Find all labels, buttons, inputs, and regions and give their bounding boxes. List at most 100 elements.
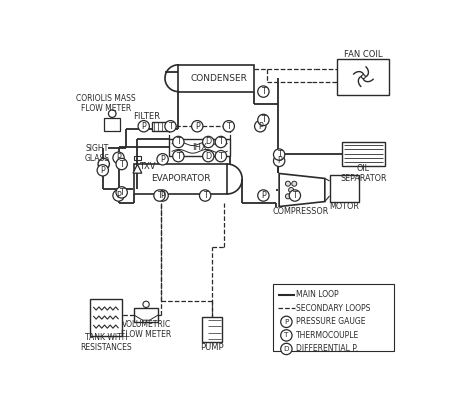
Text: CONDENSER: CONDENSER [191,74,248,83]
Circle shape [215,136,227,148]
Text: T: T [292,191,297,200]
Text: T: T [261,87,266,96]
Text: P: P [284,319,289,325]
Circle shape [116,158,128,170]
Text: P: P [258,122,263,131]
Circle shape [292,181,297,186]
Text: P: P [141,122,146,131]
Text: PUMP: PUMP [201,342,224,351]
Text: FAN COIL: FAN COIL [344,50,383,59]
Text: COMPRESSOR: COMPRESSOR [272,207,328,216]
Text: T: T [176,152,181,161]
Circle shape [202,151,214,162]
Bar [329,175,359,202]
Circle shape [143,301,149,308]
Bar [134,155,141,160]
Circle shape [97,165,109,176]
Text: P: P [160,191,165,200]
Circle shape [215,151,227,162]
Text: T: T [227,122,231,131]
Circle shape [200,190,211,201]
Circle shape [202,136,214,148]
Text: T: T [119,188,124,197]
Bar [337,58,389,95]
Circle shape [113,152,124,164]
Text: OIL
SEPARATOR: OIL SEPARATOR [340,164,387,183]
Circle shape [138,121,149,132]
Text: VOLUMETRIC
FLOW METER: VOLUMETRIC FLOW METER [121,319,171,339]
Text: EVAPORATOR: EVAPORATOR [151,175,210,184]
Circle shape [98,158,109,170]
Text: MOTOR: MOTOR [329,202,359,211]
Circle shape [191,121,203,132]
Polygon shape [279,173,325,207]
Circle shape [173,151,184,162]
Bar [273,284,394,351]
Text: T: T [261,115,266,124]
Bar [342,142,384,166]
Bar [178,65,254,92]
Bar [202,317,222,342]
Circle shape [173,136,184,148]
Text: T: T [168,122,173,131]
Circle shape [255,121,266,132]
Circle shape [285,194,291,199]
Circle shape [258,114,269,126]
Text: D: D [283,346,289,352]
Bar [104,118,120,131]
Circle shape [273,149,285,160]
Text: T: T [157,191,162,200]
Text: TXV: TXV [138,162,155,171]
Text: D: D [205,137,211,146]
Circle shape [116,187,128,198]
Bar [134,164,227,194]
Circle shape [289,190,301,201]
Text: T: T [119,160,124,169]
Text: P: P [100,166,105,175]
Text: T: T [203,191,208,200]
Circle shape [362,75,365,79]
Text: P: P [195,122,200,131]
Text: THERMOCOUPLE: THERMOCOUPLE [296,331,360,340]
Text: T: T [219,137,223,146]
Text: SIGHT
GLASS: SIGHT GLASS [85,144,110,163]
Text: MAIN LOOP: MAIN LOOP [296,290,339,299]
Text: P: P [116,153,121,162]
Text: TANK WITH
RESISTANCES: TANK WITH RESISTANCES [80,333,132,352]
Text: DIFFERENTIAL P.: DIFFERENTIAL P. [296,344,359,353]
Text: P: P [160,155,165,164]
Text: P: P [277,156,282,165]
Bar [134,308,158,322]
Text: T: T [277,150,282,159]
Text: PRESSURE GAUGE: PRESSURE GAUGE [296,317,366,326]
Text: P: P [261,191,266,200]
Bar [169,139,230,156]
Circle shape [258,190,269,201]
Circle shape [258,86,269,97]
Circle shape [281,343,292,355]
Text: FILTER: FILTER [133,112,160,121]
Circle shape [285,181,291,186]
Circle shape [292,194,297,199]
Text: P: P [116,191,121,200]
Polygon shape [133,164,142,173]
Circle shape [157,190,168,201]
Circle shape [273,155,285,166]
Text: T: T [284,333,289,338]
Text: D: D [205,152,211,161]
Circle shape [281,330,292,341]
Text: CORIOLIS MASS
FLOW METER: CORIOLIS MASS FLOW METER [76,94,136,113]
Circle shape [154,190,165,201]
Circle shape [165,121,176,132]
Text: T: T [219,152,223,161]
Circle shape [223,121,235,132]
Text: T: T [176,137,181,146]
Circle shape [109,110,116,117]
Text: SECONDARY LOOPS: SECONDARY LOOPS [296,304,371,313]
Text: IHX: IHX [192,143,207,152]
Circle shape [113,190,124,201]
Bar [90,299,122,336]
Circle shape [281,316,292,328]
Circle shape [157,154,168,165]
Circle shape [289,187,293,193]
